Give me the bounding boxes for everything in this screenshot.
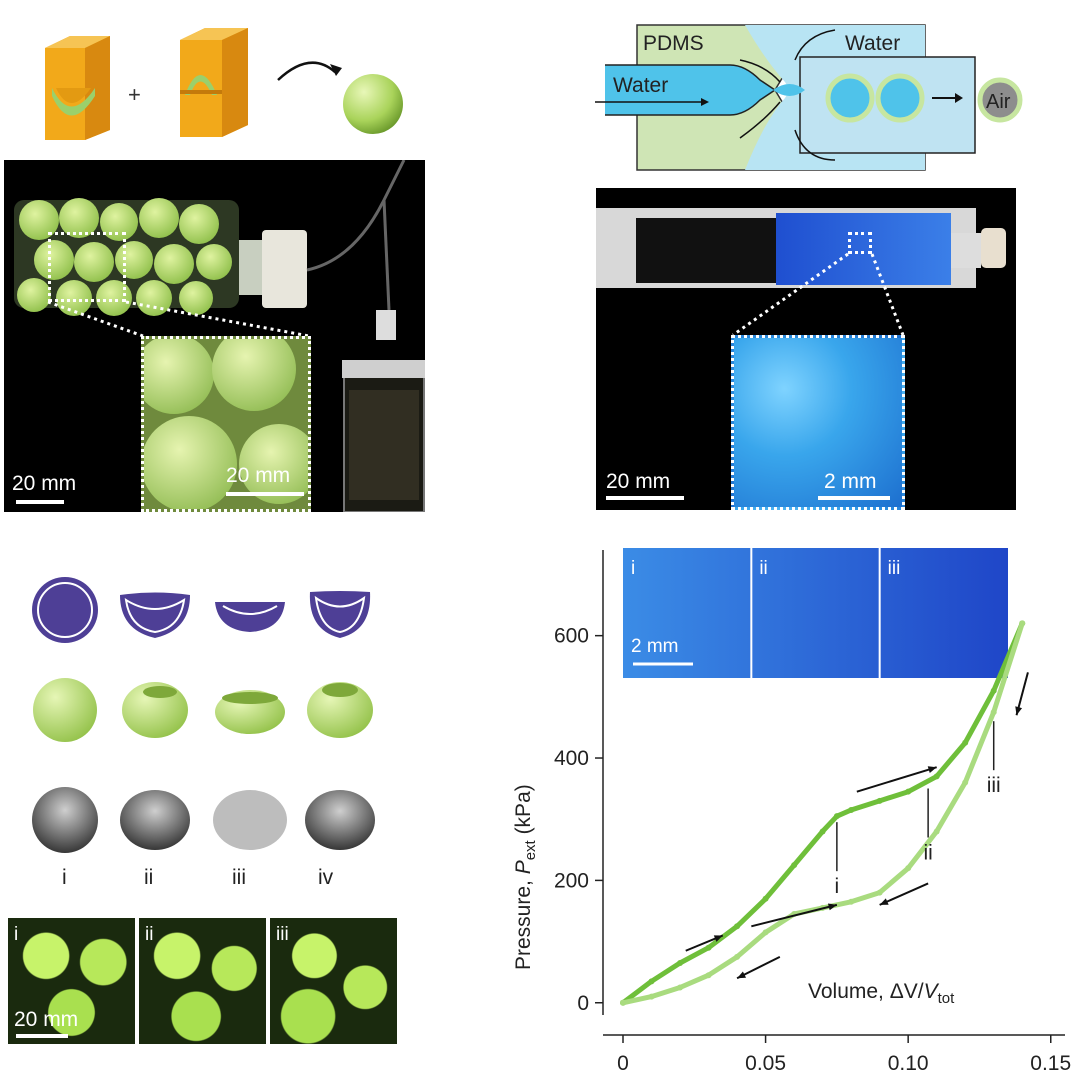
unloading-curve [620, 620, 1025, 1006]
array-photo-label-ii: ii [145, 924, 154, 945]
syringe-scale-label: 20 mm [606, 470, 671, 493]
y-tick-label: 200 [554, 869, 589, 892]
data-point [705, 944, 712, 951]
data-point [734, 923, 741, 930]
plus-sign: + [128, 82, 141, 107]
inset-scale-label: 2 mm [631, 636, 679, 657]
water-inlet-label: Water [613, 74, 668, 97]
x-tick-label: 0.05 [745, 1052, 786, 1075]
array-photo-label-iii: iii [276, 924, 289, 945]
data-point [791, 862, 798, 869]
data-point [990, 709, 997, 716]
state-label-ii: ii [144, 866, 154, 889]
data-point [648, 978, 655, 985]
air-label: Air [986, 91, 1011, 113]
arrow-head [827, 903, 837, 911]
data-point [876, 797, 883, 804]
inset-state-label: iii [888, 558, 901, 579]
ball-array-photo-i [8, 918, 135, 1044]
data-point [705, 972, 712, 979]
data-point [848, 807, 855, 814]
data-point [648, 993, 655, 1000]
ball-bottle-photo: 20 mm 20 mm [4, 160, 425, 512]
direction-arrow [751, 903, 838, 928]
state-label-iv: iv [318, 866, 334, 889]
data-point [762, 895, 769, 902]
mold-half-closed-icon [180, 28, 248, 137]
arrow-head [879, 898, 889, 905]
mold-half-open-icon [45, 36, 110, 140]
syringe-scale-bar [606, 496, 684, 500]
buckling-states [32, 577, 375, 853]
data-point [734, 953, 741, 960]
data-point [905, 788, 912, 795]
x-axis-label: Volume, ΔV/Vtot [808, 980, 955, 1007]
arrow-head [737, 971, 747, 979]
array-photo-label-i: i [14, 924, 19, 945]
data-point [990, 687, 997, 694]
loading-curve [620, 620, 1025, 1006]
data-point [1019, 620, 1026, 627]
data-point [933, 828, 940, 835]
data-point [905, 865, 912, 872]
syringe-highlight-box [848, 232, 872, 254]
mold-schematic: + [45, 28, 403, 140]
x-tick-label: 0.15 [1030, 1052, 1071, 1075]
elastic-ball-icon [343, 74, 403, 134]
annotation-label: i [835, 875, 840, 898]
arrow-head [713, 935, 723, 942]
state-label-i: i [62, 866, 67, 889]
array-scale-bar [16, 1034, 68, 1038]
data-point [819, 828, 826, 835]
state-label-iii: iii [232, 866, 246, 889]
data-point [677, 959, 684, 966]
chart-axes: 0 0.05 0.10 0.15 0 200 400 600 [554, 550, 1071, 1075]
data-point [962, 739, 969, 746]
data-point [933, 773, 940, 780]
bubble-inset [731, 335, 905, 510]
ball-array-photo-iii [270, 918, 397, 1044]
y-axis-label: Pressure, Pext (kPa) [512, 784, 539, 970]
direction-arrow [856, 766, 937, 793]
photo-highlight-box [48, 232, 126, 302]
data-point [962, 779, 969, 786]
direction-arrow [879, 882, 929, 906]
bubble-scale-bar [818, 496, 890, 500]
inset-state-label: i [631, 558, 635, 579]
y-tick-label: 400 [554, 747, 589, 770]
inset-state-label: ii [759, 558, 767, 579]
chart-series [620, 620, 1026, 1006]
y-tick-label: 600 [554, 625, 589, 648]
array-scale-label: 20 mm [14, 1008, 79, 1031]
inset-scale-label: 20 mm [226, 464, 291, 487]
water-outlet-label: Water [845, 32, 900, 55]
x-tick-label: 0 [617, 1052, 629, 1075]
data-point [620, 999, 626, 1006]
arrow-head [1015, 706, 1023, 716]
data-point [833, 813, 840, 820]
data-point [848, 898, 855, 905]
x-tick-label: 0.10 [888, 1052, 929, 1075]
pdms-label: PDMS [643, 32, 704, 55]
process-arrow-icon [277, 61, 336, 81]
data-point [762, 929, 769, 936]
data-point [876, 889, 883, 896]
photo-scale-bar [16, 500, 64, 504]
ball-array-photo-ii [139, 918, 266, 1044]
syringe-photo: 20 mm 2 mm [596, 188, 1016, 510]
arrow-head [927, 766, 937, 773]
inset-image-strip [623, 548, 1008, 678]
microfluidic-schematic: PDMS Water Water Air [595, 24, 1023, 171]
annotation-label: iii [987, 774, 1001, 797]
y-tick-label: 0 [577, 992, 589, 1015]
photo-scale-label: 20 mm [12, 472, 77, 495]
zoom-inset [141, 336, 311, 512]
data-point [677, 984, 684, 991]
annotation-label: ii [923, 842, 932, 865]
bubble-scale-label: 2 mm [824, 470, 877, 493]
inset-scale-bar [226, 492, 304, 496]
